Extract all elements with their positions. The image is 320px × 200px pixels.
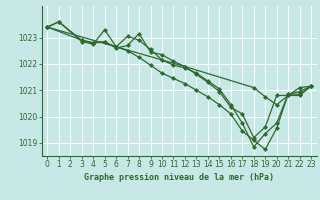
X-axis label: Graphe pression niveau de la mer (hPa): Graphe pression niveau de la mer (hPa) <box>84 173 274 182</box>
